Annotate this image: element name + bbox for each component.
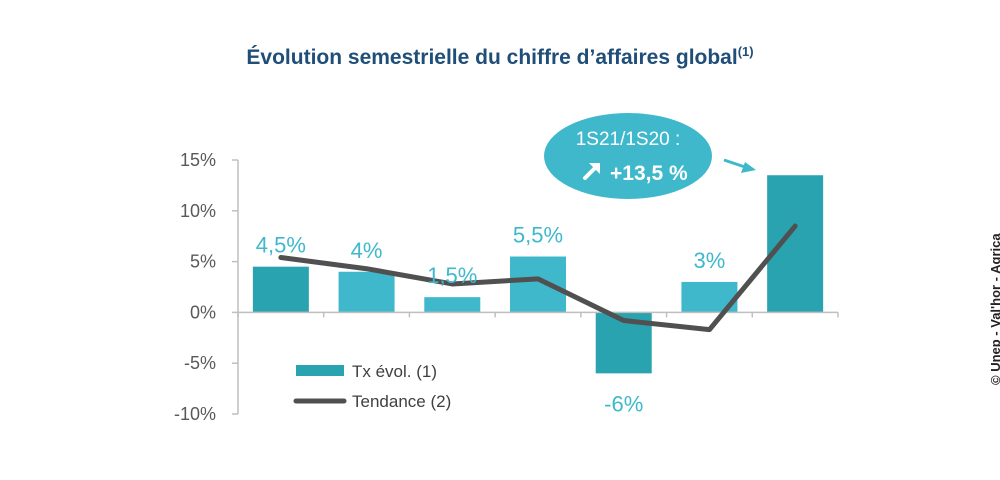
chart-title-superscript: (1) (738, 44, 754, 59)
y-tick-label: 15% (180, 150, 216, 170)
bars (237, 175, 839, 374)
arrow-up-right-icon (583, 163, 600, 180)
bar (338, 271, 395, 313)
data-labels: 4,5% 4% 1,5% 5,5% -6% 3% (256, 223, 726, 417)
callout-line2: +13,5 % (610, 162, 688, 185)
chart-title: Évolution semestrielle du chiffre d’affa… (246, 44, 753, 69)
callout-annotation: 1S21/1S20 : +13,5 % (544, 113, 756, 199)
bar (510, 256, 566, 313)
legend-swatch-bars (296, 365, 344, 376)
y-tick-label: 10% (180, 201, 216, 221)
bar (424, 297, 481, 313)
callout-bubble (544, 113, 712, 199)
bar (252, 266, 309, 313)
data-label: 3% (694, 248, 726, 273)
legend: Tx évol. (1) Tendance (2) (293, 362, 451, 411)
y-tick-label: 0% (190, 302, 216, 322)
y-axis: 15% 10% 5% 0% -5% -10% (174, 150, 239, 424)
trend-series-line (278, 223, 798, 333)
callout-pointer-head (741, 162, 756, 173)
legend-label-line: Tendance (2) (352, 392, 451, 411)
chart-title-text: Évolution semestrielle du chiffre d’affa… (246, 46, 737, 69)
data-label: 1,5% (427, 263, 477, 288)
data-label: 4% (351, 238, 383, 263)
data-label: -6% (604, 391, 643, 416)
trend-line (278, 223, 798, 333)
legend-label-bars: Tx évol. (1) (352, 362, 437, 381)
data-label: 5,5% (513, 223, 563, 248)
copyright-credit: © Unep - Val'hor - Agrica (988, 233, 1000, 385)
data-label: 4,5% (256, 233, 306, 258)
bar (767, 175, 824, 313)
y-tick-label: 5% (190, 252, 216, 272)
y-tick-label: -5% (184, 353, 216, 373)
callout-line1: 1S21/1S20 : (576, 129, 681, 150)
y-tick-label: -10% (174, 404, 216, 424)
